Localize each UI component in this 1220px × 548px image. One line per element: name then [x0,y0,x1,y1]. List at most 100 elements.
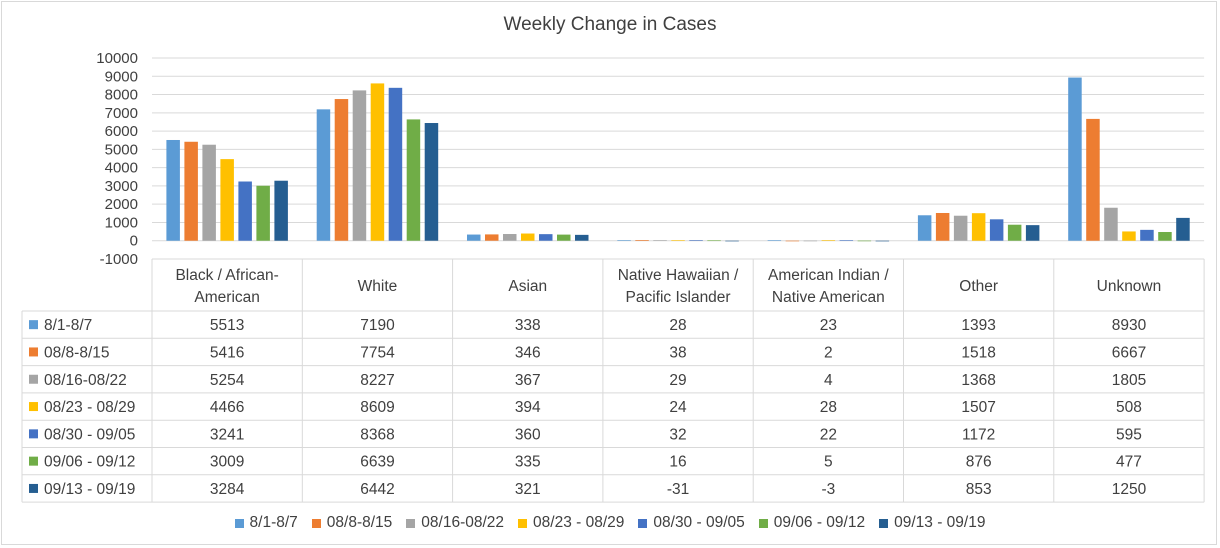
data-cell-value: 853 [966,481,992,498]
category-header-label: Native American [772,289,885,306]
data-cell-value: -31 [667,481,689,498]
bar [953,215,968,241]
bar [166,139,180,241]
legend-label: 08/16-08/22 [421,514,505,531]
bar [1176,217,1190,241]
legend-item: 08/8-8/15 [311,514,393,532]
data-cell-value: 3284 [210,481,245,498]
category-header-label: Other [959,278,998,295]
bar [521,233,535,241]
y-tick-label: 5000 [105,141,138,158]
legend-swatch [234,518,244,528]
bar [316,109,331,241]
row-series-label: 08/30 - 09/05 [44,426,135,443]
category-header-label: White [358,278,398,295]
y-tick-label: 9000 [105,68,138,85]
bar [1158,232,1172,241]
bar [485,234,499,241]
legend-label: 08/8-8/15 [326,514,393,531]
legend-label: 09/13 - 09/19 [894,514,986,531]
bar [1025,225,1040,241]
data-cell-value: 5513 [210,317,244,334]
bar [821,240,836,241]
data-cell-value: 367 [515,372,541,389]
row-legend-swatch [29,347,38,357]
bar [238,181,252,241]
bar [689,240,703,241]
legend-label: 09/06 - 09/12 [773,514,866,531]
row-series-label: 08/8-8/15 [44,344,110,361]
y-tick-label: 7000 [105,105,138,122]
bar [557,234,571,241]
data-cell-value: 1172 [962,426,995,443]
row-legend-swatch [29,429,38,439]
data-cell-value: 1250 [1112,481,1147,498]
y-tick-label: 10000 [96,50,138,67]
bar [803,240,818,242]
bar [767,240,782,241]
data-cell-value: 7190 [360,317,395,334]
bar [875,240,890,242]
row-series-label: 09/13 - 09/19 [44,481,135,498]
category-header-label: Black / African- [175,267,278,284]
y-tick-label: 6000 [105,123,138,140]
y-tick-label: 3000 [105,178,138,195]
bar [184,141,198,241]
bar [635,240,649,241]
legend-swatch [758,518,768,528]
bar [388,87,403,241]
data-cell-value: 38 [669,344,686,361]
bar [406,119,421,241]
data-cell-value: 24 [669,399,687,416]
data-cell-value: 1368 [961,372,995,389]
bar [785,240,800,242]
data-cell-value: 29 [669,372,686,389]
bar [539,234,553,241]
category-header-label: Native Hawaiian / [618,267,739,284]
data-cell-value: 8227 [360,372,394,389]
y-tick-label: 0 [130,233,138,250]
bar [467,234,481,241]
data-cell-value: -3 [821,481,835,498]
row-series-label: 8/1-8/7 [44,317,92,334]
data-cell-value: 3241 [210,426,244,443]
data-cell-value: 595 [1116,426,1142,443]
bar [274,180,288,241]
legend-label: 8/1-8/7 [249,514,298,531]
data-cell-value: 4466 [210,399,244,416]
data-cell-value: 23 [820,317,837,334]
legend-item: 8/1-8/7 [234,514,298,532]
data-cell-value: 1805 [1112,372,1146,389]
row-legend-swatch [29,374,38,384]
data-cell-value: 477 [1116,454,1142,471]
bar [917,215,932,241]
row-legend-swatch [29,456,38,466]
data-cell-value: 5254 [210,372,245,389]
data-cell-value: 8609 [360,399,394,416]
legend-item: 08/16-08/22 [406,514,504,532]
legend-item: 08/30 - 09/05 [638,514,745,532]
legend-swatch [311,518,321,528]
data-cell-value: 394 [515,399,541,416]
bar [653,240,667,241]
y-tick-label: 8000 [105,87,138,104]
bar [334,99,349,241]
bar [1104,207,1118,241]
data-cell-value: 346 [515,344,541,361]
data-cell-value: 8930 [1112,317,1147,334]
y-tick-label: -1000 [100,251,138,268]
legend-swatch [518,518,528,528]
data-cell-value: 6442 [360,481,394,498]
category-header-label: Asian [508,278,547,295]
row-legend-swatch [29,320,38,330]
bar [989,219,1004,241]
data-cell-value: 1518 [961,344,995,361]
row-legend-swatch [29,483,38,493]
bar [671,240,685,241]
bar [935,212,950,241]
data-cell-value: 1507 [961,399,995,416]
bar [707,240,721,242]
data-cell-value: 16 [669,454,686,471]
bar [503,234,517,241]
